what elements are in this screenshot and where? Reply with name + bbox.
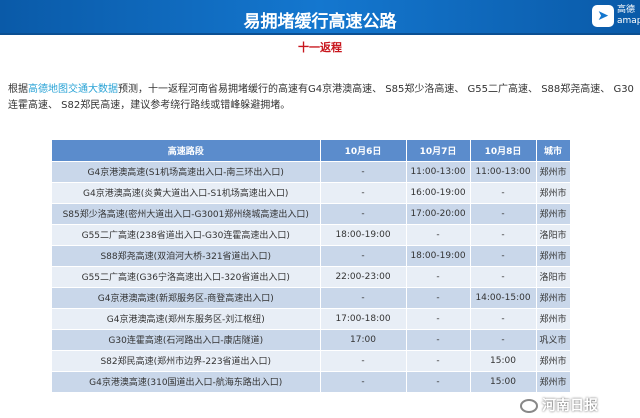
table-cell: 17:00-18:00 <box>320 307 407 329</box>
table-row: G55二广高速(238省道出入口-G30连霍高速出入口) 18:00-19:00-… <box>52 223 571 245</box>
logo-text: 高德 <box>617 5 636 15</box>
table-cell: 11:00-13:00 <box>406 160 471 182</box>
table-row: G55二广高速(G36宁洛高速出入口-320省道出入口) 22:00-23:00-… <box>52 265 571 287</box>
table-cell: 17:00-20:00 <box>406 202 471 224</box>
table-cell: 郑州市 <box>536 370 571 392</box>
table-cell: 18:00-19:00 <box>406 244 471 266</box>
table-cell: G4京港澳高速(新郑服务区-商登高速出入口) <box>52 286 321 308</box>
table-row: S88郑尧高速(双洎河大桥-321省道出入口) -18:00-19:00- 郑州市 <box>52 244 571 266</box>
table-row: G4京港澳高速(新郑服务区-商登高速出入口) - -14:00-15:00 郑州市 <box>52 286 571 308</box>
table-cell: G55二广高速(238省道出入口-G30连霍高速出入口) <box>52 223 321 245</box>
table-cell: 郑州市 <box>536 307 571 329</box>
table-cell: G55二广高速(G36宁洛高速出入口-320省道出入口) <box>52 265 321 287</box>
table-row: G4京港澳高速(310国道出入口-航海东路出入口) - -15:00 郑州市 <box>52 370 571 392</box>
table-cell: - <box>406 265 471 287</box>
table-row: S85郑少洛高速(密州大道出入口-G3001郑州绕城高速出入口) -17:00-2… <box>52 202 571 224</box>
table-cell: - <box>470 202 537 224</box>
table-cell: S82郑民高速(郑州市边界-223省道出入口) <box>52 349 321 371</box>
table-cell: - <box>320 370 407 392</box>
table-cell: - <box>470 223 537 245</box>
intro-paragraph: 根据高德地图交通大数据预测，十一返程河南省易拥堵缓行的高速有G4京港澳高速、 S… <box>8 82 636 114</box>
column-header: 高速路段 <box>52 140 321 161</box>
table-cell: - <box>320 349 407 371</box>
table-cell: - <box>406 349 471 371</box>
table-cell: - <box>320 202 407 224</box>
banner-title: 易拥堵缓行高速公路 <box>243 12 397 32</box>
table-cell: - <box>470 328 537 350</box>
table-row: S82郑民高速(郑州市边界-223省道出入口) - -15:00 郑州市 <box>52 349 571 371</box>
table-cell: - <box>320 160 407 182</box>
table-cell: - <box>470 181 537 203</box>
table-cell: 洛阳市 <box>536 265 571 287</box>
table-cell: - <box>470 265 537 287</box>
table-cell: 郑州市 <box>536 349 571 371</box>
table-cell: - <box>406 223 471 245</box>
table-cell: G4京港澳高速(S1机场高速出入口-南三环出入口) <box>52 160 321 182</box>
table-cell: - <box>320 286 407 308</box>
table-row: G4京港澳高速(S1机场高速出入口-南三环出入口) -11:00-13:00 11:… <box>52 160 571 182</box>
table-cell: 郑州市 <box>536 202 571 224</box>
logo-sub: amap <box>617 16 640 26</box>
table-cell: - <box>406 286 471 308</box>
table-cell: 14:00-15:00 <box>470 286 537 308</box>
subtitle: 十一返程 <box>298 41 342 54</box>
table-cell: G4京港澳高速(炎黄大道出入口-S1机场高速出入口) <box>52 181 321 203</box>
table-cell: - <box>406 328 471 350</box>
column-header: 城市 <box>536 140 571 161</box>
table-cell: 17:00 <box>320 328 407 350</box>
table-cell: 郑州市 <box>536 160 571 182</box>
table-row: G4京港澳高速(郑州东服务区-刘江枢纽) 17:00-18:00- - 郑州市 <box>52 307 571 329</box>
column-header: 10月8日 <box>470 140 537 161</box>
column-header: 10月6日 <box>320 140 407 161</box>
paper-plane-icon: ➤ <box>592 5 614 27</box>
table-cell: 22:00-23:00 <box>320 265 407 287</box>
table-cell: 16:00-19:00 <box>406 181 471 203</box>
banner: 易拥堵缓行高速公路 ➤ 高德 amap <box>0 0 640 35</box>
table-cell: - <box>320 181 407 203</box>
table-cell: S88郑尧高速(双洎河大桥-321省道出入口) <box>52 244 321 266</box>
table-cell: - <box>470 244 537 266</box>
congestion-table: 高速路段 10月6日 10月7日 10月8日 城市 G4京港澳高速(S1机场高速出入口-… <box>52 140 571 392</box>
table-cell: 巩义市 <box>536 328 571 350</box>
header-row: 高速路段 10月6日 10月7日 10月8日 城市 <box>52 140 571 161</box>
table-row: G30连霍高速(石河路出入口-康店隧道) 17:00- - 巩义市 <box>52 328 571 350</box>
table-cell: 郑州市 <box>536 286 571 308</box>
amap-logo: ➤ 高德 amap <box>592 5 640 27</box>
table-cell: 郑州市 <box>536 244 571 266</box>
table-cell: 15:00 <box>470 349 537 371</box>
para-highlight-link[interactable]: 高德地图交通大数据 <box>28 84 118 95</box>
table-cell: G4京港澳高速(郑州东服务区-刘江枢纽) <box>52 307 321 329</box>
table-cell: S85郑少洛高速(密州大道出入口-G3001郑州绕城高速出入口) <box>52 202 321 224</box>
watermark-text: 河南日报 <box>542 398 598 414</box>
para-rest: 预测，十一返程河南省易拥堵缓行的高速有G4京港澳高速、 S85郑少洛高速、 G5… <box>8 84 634 111</box>
table-cell: - <box>406 307 471 329</box>
wechat-icon <box>520 399 538 413</box>
table-cell: 11:00-13:00 <box>470 160 537 182</box>
table-cell: 15:00 <box>470 370 537 392</box>
table-cell: 18:00-19:00 <box>320 223 407 245</box>
table-cell: 郑州市 <box>536 181 571 203</box>
watermark: 河南日报 <box>520 397 598 415</box>
table-row: G4京港澳高速(炎黄大道出入口-S1机场高速出入口) -16:00-19:00- 郑… <box>52 181 571 203</box>
table-cell: - <box>406 370 471 392</box>
table-cell: - <box>470 307 537 329</box>
table-cell: 洛阳市 <box>536 223 571 245</box>
table-cell: G4京港澳高速(310国道出入口-航海东路出入口) <box>52 370 321 392</box>
para-prefix: 根据 <box>8 84 28 95</box>
table-cell: - <box>320 244 407 266</box>
column-header: 10月7日 <box>406 140 471 161</box>
table-cell: G30连霍高速(石河路出入口-康店隧道) <box>52 328 321 350</box>
